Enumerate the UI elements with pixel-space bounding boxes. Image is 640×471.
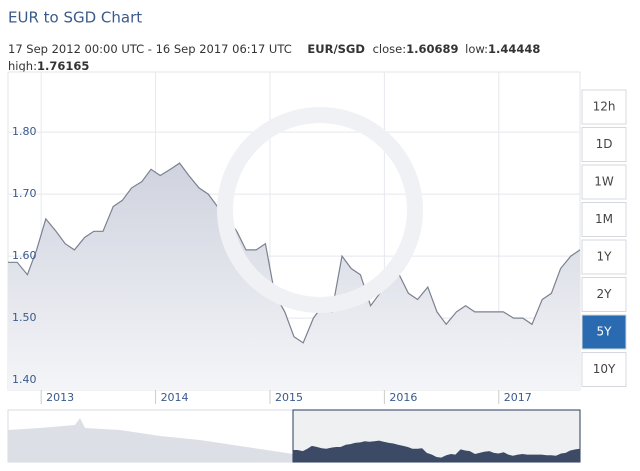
range-button-label: 1M — [595, 212, 613, 226]
y-tick-label: 1.70 — [12, 187, 37, 200]
y-tick-label: 1.50 — [12, 311, 37, 324]
x-tick-label: 2016 — [389, 391, 417, 404]
range-button[interactable]: 2Y — [581, 277, 627, 312]
subtitle: 17 Sep 2012 00:00 UTC - 16 Sep 2017 06:1… — [8, 42, 540, 56]
low-label: low: — [465, 42, 488, 56]
range-button-box — [581, 202, 627, 237]
range-button[interactable]: 5Y — [581, 314, 627, 350]
subtitle-2: high:1.76165 — [8, 59, 89, 73]
navigator-line — [293, 440, 580, 462]
x-tick-label: 2015 — [275, 391, 303, 404]
date-range: 17 Sep 2012 00:00 UTC - 16 Sep 2017 06:1… — [8, 42, 292, 56]
range-button-box — [581, 239, 627, 275]
x-tick-label: 2017 — [504, 391, 532, 404]
range-button[interactable]: 1W — [581, 164, 627, 200]
watermark — [217, 107, 423, 313]
range-button[interactable]: 1D — [581, 127, 627, 162]
area-fill — [8, 163, 580, 390]
range-button-box — [581, 314, 627, 350]
range-button[interactable]: 1M — [581, 202, 627, 237]
range-button-label: 1Y — [597, 250, 613, 264]
x-tick-label: 2014 — [161, 391, 189, 404]
y-tick-label: 1.40 — [12, 373, 37, 386]
range-button-box — [581, 352, 627, 387]
range-button-box — [581, 277, 627, 312]
close: 1.60689 — [406, 42, 458, 56]
line — [8, 162, 581, 344]
x-tick-label: 2013 — [46, 391, 74, 404]
y-tick-label: 1.60 — [12, 249, 37, 262]
range-button-label: 1W — [594, 175, 614, 189]
range-button[interactable]: 10Y — [581, 352, 627, 387]
high-label: high: — [8, 59, 37, 73]
range-button-box — [581, 89, 627, 125]
navigator-history — [8, 418, 293, 462]
range-button-label: 10Y — [593, 362, 616, 376]
range-button-label: 5Y — [597, 325, 613, 339]
range-button[interactable]: 12h — [581, 89, 627, 125]
range-button-label: 2Y — [597, 287, 613, 301]
range-button-label: 12h — [593, 100, 616, 114]
range-button-box — [581, 164, 627, 200]
high: 1.76165 — [37, 59, 89, 73]
range-button[interactable]: 1Y — [581, 239, 627, 275]
pair: EUR/SGD — [307, 42, 365, 56]
close-label: close: — [373, 42, 407, 56]
range-button-label: 1D — [596, 137, 613, 151]
low: 1.44448 — [488, 42, 540, 56]
title: EUR to SGD Chart — [8, 9, 142, 27]
y-tick-label: 1.80 — [12, 125, 37, 138]
range-button-box — [581, 127, 627, 162]
